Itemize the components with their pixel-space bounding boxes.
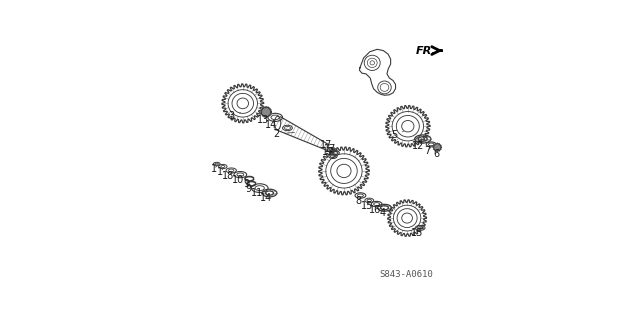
Text: S843-A0610: S843-A0610	[380, 270, 433, 278]
Text: 17: 17	[320, 140, 332, 150]
Text: 5: 5	[390, 130, 403, 140]
Text: 12: 12	[412, 141, 424, 151]
Polygon shape	[433, 143, 442, 152]
Text: 17: 17	[324, 144, 337, 154]
Text: FR.: FR.	[416, 46, 436, 56]
Text: 11: 11	[251, 188, 263, 198]
Text: 6: 6	[433, 150, 439, 160]
Text: 9: 9	[243, 179, 250, 189]
Text: 15: 15	[360, 201, 373, 211]
Text: 8: 8	[355, 196, 361, 206]
Text: 10: 10	[232, 175, 244, 185]
Polygon shape	[260, 107, 271, 117]
Text: 14: 14	[260, 193, 272, 203]
Text: 1: 1	[217, 167, 223, 177]
Text: 9: 9	[246, 184, 252, 194]
Text: 2: 2	[273, 129, 294, 139]
Text: 15: 15	[412, 228, 424, 238]
Text: 18: 18	[222, 171, 235, 181]
Text: 16: 16	[369, 205, 381, 215]
Text: 3: 3	[228, 111, 241, 121]
Text: 1: 1	[211, 165, 217, 174]
Text: 14: 14	[265, 120, 277, 130]
Text: 13: 13	[257, 115, 269, 125]
Text: 7: 7	[424, 146, 431, 156]
Text: 17: 17	[322, 147, 334, 158]
Text: 4: 4	[380, 208, 386, 218]
